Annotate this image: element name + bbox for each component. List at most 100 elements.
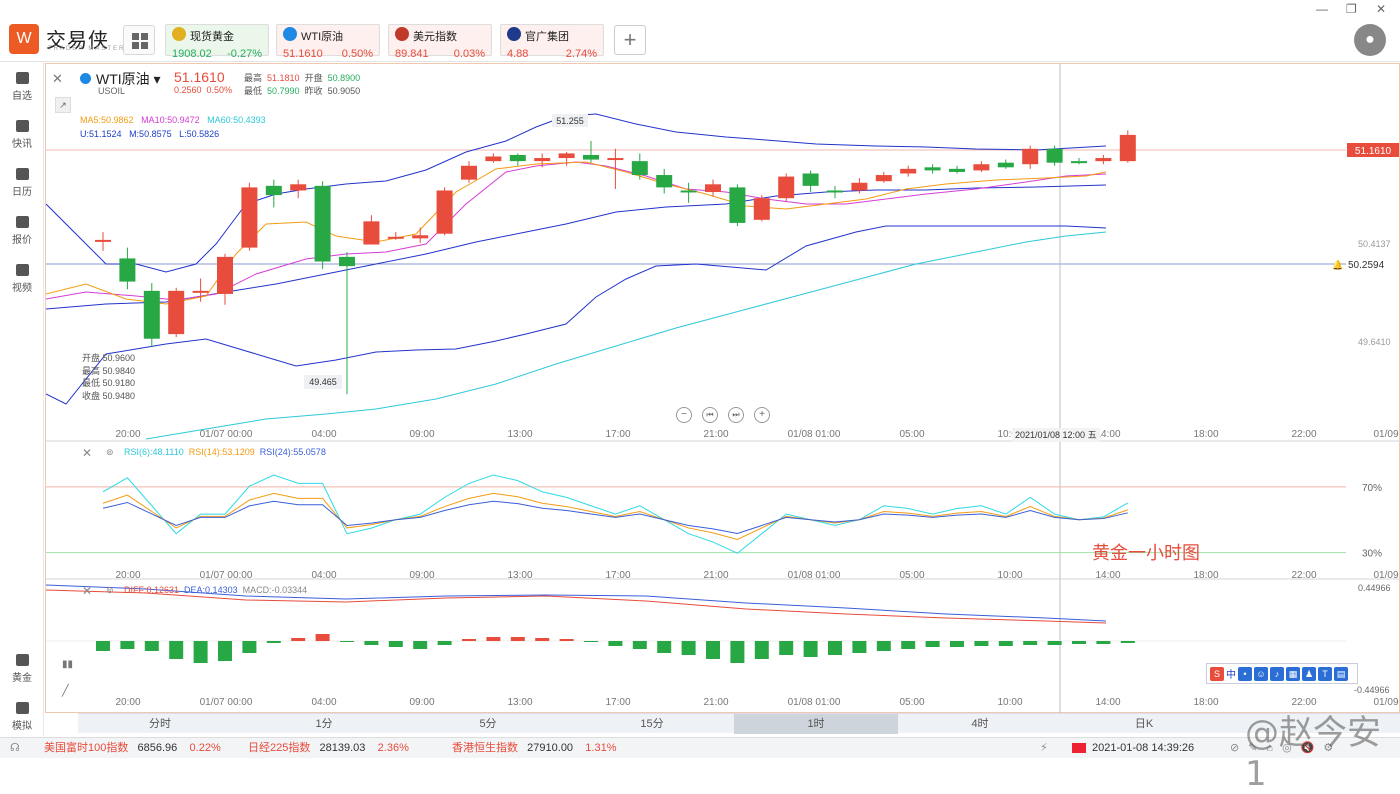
candle-body [705,184,721,193]
kline-chart[interactable]: 51.1610 50.4137 49.6410 🔔 50.2594 51.255 49.46… [45,64,1400,714]
dea-label: DEA:0.14303 [184,585,238,595]
candle-body [314,185,331,262]
macd-histogram-bar [218,641,232,661]
symbol-code: USOIL [98,86,126,96]
status-tools-icon[interactable]: ⊘✎⌂◎🔇⚙ [1230,742,1343,754]
macd-histogram-bar [315,634,330,641]
ime-emoji-icon[interactable]: ☺ [1254,666,1268,681]
zoom-in-icon[interactable]: + [754,407,770,423]
headset-icon[interactable]: ☊ [10,742,20,754]
macd-histogram-bar [144,641,159,651]
period-tab-4[interactable]: 1时 [734,714,898,734]
pen-icon[interactable]: ╱ [62,685,69,697]
rsi-70-label: 70% [1362,483,1382,494]
rsi24-label: RSI(24):55.0578 [259,447,326,457]
period-tab-1[interactable]: 1分 [315,718,333,730]
macd-settings-icon[interactable]: ⊚ [106,585,114,595]
sidebar-item-2[interactable]: 日历 [0,168,44,198]
sidebar-item-4[interactable]: 视频 [0,264,44,294]
sogou-icon[interactable]: S [1210,666,1224,681]
ime-voice-icon[interactable]: ♪ [1270,666,1284,681]
sidebar-item-6[interactable]: 模拟 [0,702,44,732]
status-index-2[interactable]: 香港恒生指数 27910.00 1.31% [452,738,617,759]
status-index-1[interactable]: 日经225指数 28139.03 2.36% [248,738,409,759]
candle-body [241,187,258,248]
quote-card-3[interactable]: 官广集团 4.88 2.74% [500,24,604,60]
price-change: 0.2560 [174,85,202,95]
jump-end-icon[interactable]: ⏭ [728,407,744,423]
rsi-settings-icon[interactable]: ⊚ [106,447,114,457]
ime-skin-icon[interactable]: ♟ [1302,666,1316,681]
ime-shirt-icon[interactable]: T [1318,666,1332,681]
quote-name: WTI原油 [301,31,344,43]
macd-histogram-bar [1047,641,1062,645]
quote-change: 2.74% [565,48,597,60]
period-tab-2[interactable]: 5分 [479,718,497,730]
macd-histogram-bar [706,641,720,659]
status-index-0[interactable]: 美国富时100指数 6856.96 0.22% [44,738,221,759]
sidebar-item-5[interactable]: 黄金 [0,654,44,684]
sidebar-item-3[interactable]: 报价 [0,216,44,246]
restore-icon[interactable]: ❐ [1346,2,1357,16]
candle-body [558,153,575,159]
macd-histogram-bar [535,638,550,641]
period-tab-3[interactable]: 15分 [640,718,664,730]
quote-card-1[interactable]: WTI原油 51.1610 0.50% [276,24,380,60]
news-icon [15,120,29,132]
candle-body [778,176,795,199]
macd-histogram-bar [462,639,476,641]
layout-grid-button[interactable] [123,25,155,55]
chart-type-icon[interactable]: ▮▮ [62,659,74,670]
macd-histogram-bar [340,641,354,642]
chart-annotation: 黄金一小时图 [1092,543,1200,563]
close-icon[interactable]: ✕ [1376,2,1387,16]
sidebar-item-0[interactable]: 自选 [0,72,44,102]
rsi-close-icon[interactable]: ✕ [82,446,93,460]
chart-panel[interactable]: 51.1610 50.4137 49.6410 🔔 50.2594 51.255 49.46… [45,63,1400,714]
macd-histogram-bar [584,641,598,642]
macd-histogram-bar [266,641,281,643]
ime-cn-icon[interactable]: 中 [1226,670,1236,681]
calendar-icon [15,168,29,180]
ime-punct-icon[interactable]: • [1238,666,1252,681]
boll-m-label: M:50.8575 [129,129,172,139]
ime-toolbar[interactable]: S 中 • ☺ ♪ ▦ ♟ T ▤ [1206,663,1358,684]
quote-card-2[interactable]: 美元指数 89.841 0.03% [388,24,492,60]
index-name: 日经225指数 [248,742,311,754]
ime-menu-icon[interactable]: ▤ [1334,666,1348,681]
minimize-icon[interactable]: — [1316,2,1328,16]
ma5-label: MA5:50.9862 [80,115,134,125]
macd-bottom-label: -0.44966 [1354,685,1390,695]
ma5-line [45,161,1107,305]
quote-price: 89.841 [395,48,429,60]
zoom-out-icon[interactable]: − [676,407,692,423]
rsi14-label: RSI(14):53.1209 [188,447,255,457]
period-tab-6[interactable]: 日K [1134,718,1154,730]
period-tab-0[interactable]: 分时 [149,718,171,730]
boll-lower-line [45,225,1107,405]
prev-value: 50.9050 [327,86,361,96]
ime-keyboard-icon[interactable]: ▦ [1286,666,1300,681]
macd-histogram-bar [1120,641,1135,643]
grid-icon [132,33,139,40]
symbol-name[interactable]: WTI原油 ▾ [96,71,161,87]
jump-start-icon[interactable]: ⏮ [702,407,718,423]
macd-histogram-bar [803,641,818,657]
macd-close-icon[interactable]: ✕ [82,584,93,598]
quote-name: 美元指数 [413,31,457,43]
period-tab-5[interactable]: 4时 [971,718,989,730]
price-change-pct: 0.50% [206,85,233,95]
index-value: 27910.00 [527,742,574,754]
boll-l-label: L:50.5826 [179,129,220,139]
user-avatar[interactable]: ● [1354,24,1386,56]
candle-body [656,175,673,188]
quote-card-0[interactable]: 现货黄金 1908.02 -0.27% [165,24,269,60]
macd-histogram-bar [510,637,525,641]
close-chart-icon[interactable]: ✕ [52,71,63,86]
macd-top-label: 0.44966 [1358,583,1391,593]
add-quote-button[interactable]: + [614,25,646,55]
macd-histogram-bar [364,641,379,645]
sidebar-item-1[interactable]: 快讯 [0,120,44,150]
x-axis-label: 01/08 01:00 [788,570,841,581]
draw-tool-icon[interactable]: ↗ [55,97,71,113]
